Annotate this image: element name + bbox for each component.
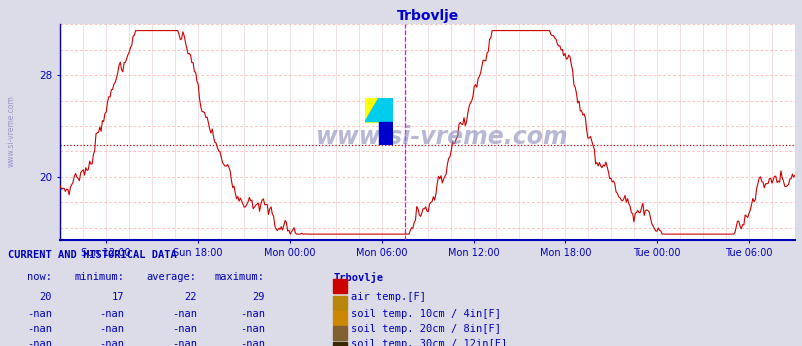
Text: 17: 17	[111, 292, 124, 302]
Text: 22: 22	[184, 292, 196, 302]
Text: 29: 29	[252, 292, 265, 302]
Text: -nan: -nan	[99, 309, 124, 319]
Text: www.si-vreme.com: www.si-vreme.com	[6, 95, 15, 167]
Text: Trbovlje: Trbovlje	[333, 272, 383, 283]
Bar	[365, 98, 379, 121]
Text: air temp.[F]: air temp.[F]	[350, 292, 425, 302]
Bar	[379, 121, 392, 145]
Text: maximum:: maximum:	[215, 272, 265, 282]
Bar	[379, 98, 392, 121]
Text: -nan: -nan	[172, 339, 196, 346]
Bar	[333, 311, 346, 325]
Text: soil temp. 10cm / 4in[F]: soil temp. 10cm / 4in[F]	[350, 309, 500, 319]
Title: Trbovlje: Trbovlje	[396, 9, 458, 23]
Text: CURRENT AND HISTORICAL DATA: CURRENT AND HISTORICAL DATA	[8, 251, 176, 260]
Text: minimum:: minimum:	[75, 272, 124, 282]
Text: -nan: -nan	[27, 339, 52, 346]
Text: soil temp. 30cm / 12in[F]: soil temp. 30cm / 12in[F]	[350, 339, 507, 346]
Polygon shape	[365, 98, 379, 121]
Bar	[333, 279, 346, 293]
Text: -nan: -nan	[27, 309, 52, 319]
Text: average:: average:	[147, 272, 196, 282]
Bar	[333, 296, 346, 310]
Text: soil temp. 20cm / 8in[F]: soil temp. 20cm / 8in[F]	[350, 324, 500, 334]
Text: now:: now:	[27, 272, 52, 282]
Bar	[333, 326, 346, 340]
Text: www.si-vreme.com: www.si-vreme.com	[315, 125, 568, 149]
Text: -nan: -nan	[99, 324, 124, 334]
Text: -nan: -nan	[240, 309, 265, 319]
Text: 20: 20	[39, 292, 52, 302]
Text: -nan: -nan	[99, 339, 124, 346]
Text: -nan: -nan	[240, 324, 265, 334]
Text: -nan: -nan	[27, 324, 52, 334]
Text: -nan: -nan	[172, 309, 196, 319]
Bar	[333, 342, 346, 346]
Text: -nan: -nan	[172, 324, 196, 334]
Text: -nan: -nan	[240, 339, 265, 346]
